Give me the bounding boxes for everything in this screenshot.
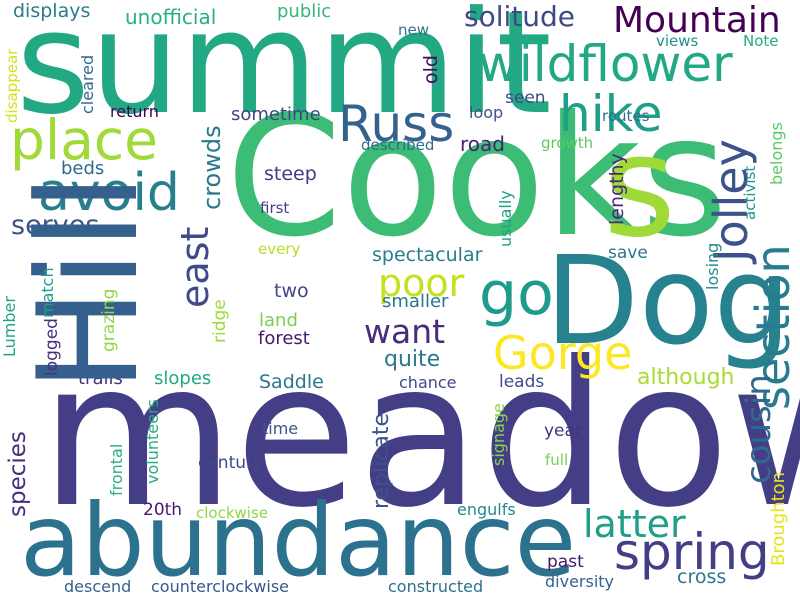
word-logged: logged — [42, 318, 62, 376]
word-cleared: cleared — [78, 54, 97, 114]
word-broughton: Broughton — [768, 471, 789, 566]
word-volunteers: volunteers — [143, 399, 162, 484]
word-save: save — [608, 243, 648, 263]
word-spring: spring — [614, 523, 770, 581]
word-cousin: cousin — [739, 374, 779, 484]
word-frontal: frontal — [107, 443, 126, 496]
word-crowds: crowds — [198, 125, 226, 210]
word-growth: growth — [541, 134, 594, 152]
word-although: although — [637, 365, 735, 390]
word-full: full — [545, 451, 569, 469]
word-russ: Russ — [338, 95, 455, 153]
word-slopes: slopes — [154, 368, 212, 389]
word-land: land — [259, 310, 298, 331]
word-steep: steep — [264, 163, 317, 185]
word-counterclockwise: counterclockwise — [151, 577, 290, 596]
word-every: every — [258, 240, 301, 258]
word-lengthy: lengthy — [606, 153, 628, 225]
word-saddle: Saddle — [259, 371, 324, 393]
word-forest: forest — [258, 328, 310, 349]
word-losing: losing — [703, 242, 722, 290]
word-belongs: belongs — [767, 122, 786, 185]
word-leads: leads — [499, 372, 545, 392]
word-quite: quite — [384, 347, 441, 372]
word-lumber: Lumber — [0, 296, 19, 357]
word-grazing: grazing — [99, 288, 119, 352]
word-unofficial: unofficial — [125, 5, 217, 29]
word-century: century — [198, 453, 264, 473]
word-time: time — [262, 419, 299, 438]
word-place: place — [10, 108, 158, 172]
word-wildflower: wildflower — [478, 35, 733, 93]
word-descend: descend — [64, 577, 132, 596]
word-public: public — [277, 1, 332, 22]
word-abundance: abundance — [20, 482, 577, 599]
word-mountain: Mountain — [613, 0, 781, 41]
word-match: match — [38, 267, 57, 318]
word-sometime: sometime — [231, 104, 321, 125]
word-species: species — [5, 431, 31, 517]
word-clockwise: clockwise — [196, 504, 269, 522]
word-engulfs: engulfs — [457, 500, 516, 519]
word-poor: poor — [378, 261, 465, 305]
word-signage: signage — [489, 403, 508, 466]
word-beds: beds — [61, 158, 105, 179]
word-note: Note — [743, 32, 779, 50]
word-smaller: smaller — [382, 291, 449, 312]
word-old: old — [420, 55, 442, 84]
word-new: new — [398, 21, 430, 39]
word-cooks: Cooks — [226, 81, 728, 274]
word-spectacular: spectacular — [372, 244, 483, 266]
word-replicate: replicate — [369, 412, 394, 509]
word-diversity: diversity — [545, 572, 615, 591]
word-dog: Dog — [545, 230, 792, 372]
word-return: return — [110, 102, 159, 121]
word-activist: activist — [741, 165, 759, 220]
word-displays: displays — [13, 0, 91, 22]
word-east: east — [173, 226, 217, 308]
word-latter: latter — [583, 502, 686, 546]
word-loop: loop — [469, 103, 504, 122]
word-ridge: ridge — [210, 299, 230, 343]
word-chance: chance — [399, 373, 457, 392]
word-road: road — [460, 132, 505, 156]
word-usually: usually — [496, 190, 515, 247]
word-meadow: meadow — [40, 319, 800, 552]
word-avoid: avoid — [38, 163, 180, 223]
word-past: past — [547, 552, 584, 572]
word-described: described — [361, 136, 435, 154]
word-go: go — [479, 259, 554, 329]
word-routes: routes — [602, 107, 650, 125]
word-views: views — [656, 32, 699, 50]
word-want: want — [364, 312, 446, 351]
word-seen: seen — [505, 88, 546, 108]
word-20th: 20th — [143, 500, 183, 520]
word-solitude: solitude — [464, 0, 576, 33]
word-year: year — [544, 421, 582, 441]
word-s: s — [603, 106, 676, 269]
word-serves: serves — [11, 210, 100, 241]
word-two: two — [274, 280, 309, 302]
word-summit: summit — [16, 0, 552, 146]
word-first: first — [260, 199, 290, 217]
word-disappear: disappear — [3, 48, 21, 123]
word-gorge: Gorge — [493, 326, 633, 380]
word-cross: cross — [677, 566, 727, 588]
word-hike: hike — [559, 85, 663, 143]
word-constructed: constructed — [388, 577, 484, 596]
word-trails: trails — [78, 368, 123, 389]
